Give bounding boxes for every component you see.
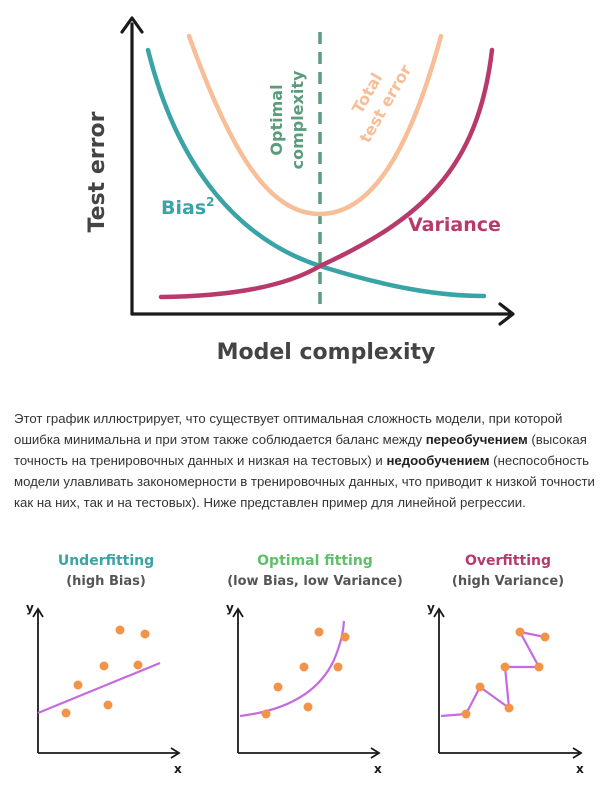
bias-curve	[145, 47, 487, 299]
overfitting-y-label: y	[427, 601, 435, 615]
overfitting-data-point	[515, 627, 525, 637]
explanation-bold-overfitting: переобучением	[425, 432, 528, 447]
explanation-paragraph: Этот график иллюстрирует, что существует…	[14, 408, 600, 513]
overfitting-data-point	[500, 662, 510, 672]
underfitting-panel: Underfitting (high Bias) y x	[26, 553, 182, 776]
overfitting-data-point	[475, 682, 485, 692]
overfitting-x-arrow	[572, 747, 583, 759]
overfitting-title: Overfitting	[465, 553, 551, 569]
optimal-complexity-label-line1: Optimal	[267, 84, 286, 155]
optimal-fitting-y-label: y	[226, 601, 234, 615]
optimal-fitting-y-arrow	[232, 607, 244, 618]
underfitting-data-point	[73, 680, 83, 690]
x-axis-arrow	[498, 302, 515, 326]
total-error-curve	[186, 33, 444, 217]
overfitting-subtitle: (high Variance)	[452, 574, 564, 589]
underfitting-title: Underfitting	[58, 553, 154, 569]
overfitting-data-point	[540, 632, 550, 642]
optimal-fitting-x-label: x	[374, 762, 382, 776]
overfitting-data-point	[534, 662, 544, 672]
optimal-complexity-label: Optimal complexity	[267, 70, 307, 169]
overfitting-data-point	[504, 703, 514, 713]
y-axis-arrow	[120, 16, 144, 34]
optimal-fitting-title: Optimal fitting	[257, 553, 373, 569]
bias-label-text: Bias	[161, 197, 206, 219]
underfitting-data-point	[115, 625, 125, 635]
overfitting-data-point	[461, 709, 471, 719]
optimal-fitting-curve	[239, 620, 346, 718]
x-axis-label: Model complexity	[217, 340, 436, 365]
optimal-fitting-data-point	[314, 627, 324, 637]
bias-label: Bias2	[161, 195, 214, 219]
fitting-examples: Underfitting (high Bias) y x Optimal fit…	[26, 553, 584, 776]
underfitting-subtitle: (high Bias)	[66, 574, 146, 589]
optimal-complexity-label-line2: complexity	[288, 70, 307, 169]
explanation-part3: (неспособность модели улавливать законом…	[14, 453, 595, 510]
overfitting-fit-line	[440, 630, 546, 718]
optimal-fitting-data-point	[299, 662, 309, 672]
variance-curve	[158, 47, 495, 300]
underfitting-x-arrow	[170, 747, 181, 759]
underfitting-data-point	[140, 629, 150, 639]
total-error-label: Total test error	[348, 61, 415, 146]
underfitting-y-arrow	[32, 607, 44, 618]
explanation-bold-underfitting: недообучением	[386, 453, 490, 468]
overfitting-y-arrow	[433, 607, 445, 618]
bias-variance-diagram: Test error Model complexity Bias2 Varian…	[85, 16, 515, 365]
optimal-fitting-data-point	[340, 632, 350, 642]
underfitting-y-label: y	[26, 601, 34, 615]
explanation-part2: (высокая точность на тренировочных данны…	[14, 432, 587, 468]
underfitting-data-point	[103, 700, 113, 710]
optimal-fitting-panel: Optimal fitting (low Bias, low Variance)…	[226, 553, 403, 776]
optimal-fitting-data-point	[261, 709, 271, 719]
underfitting-fit-line	[37, 661, 161, 715]
optimal-fitting-data-point	[303, 702, 313, 712]
explanation-part1: Этот график иллюстрирует, что существует…	[14, 411, 563, 447]
optimal-fitting-data-point	[333, 662, 343, 672]
underfitting-data-point	[61, 708, 71, 718]
variance-label: Variance	[408, 214, 501, 236]
optimal-fitting-x-arrow	[370, 747, 381, 759]
underfitting-x-label: x	[174, 762, 182, 776]
overfitting-x-label: x	[576, 762, 584, 776]
optimal-fitting-data-point	[273, 682, 283, 692]
underfitting-data-point	[133, 660, 143, 670]
overfitting-panel: Overfitting (high Variance) y x	[427, 553, 584, 776]
y-axis-label: Test error	[85, 111, 110, 232]
underfitting-data-point	[99, 661, 109, 671]
optimal-fitting-subtitle: (low Bias, low Variance)	[227, 574, 403, 589]
bias-label-sup: 2	[206, 195, 214, 209]
